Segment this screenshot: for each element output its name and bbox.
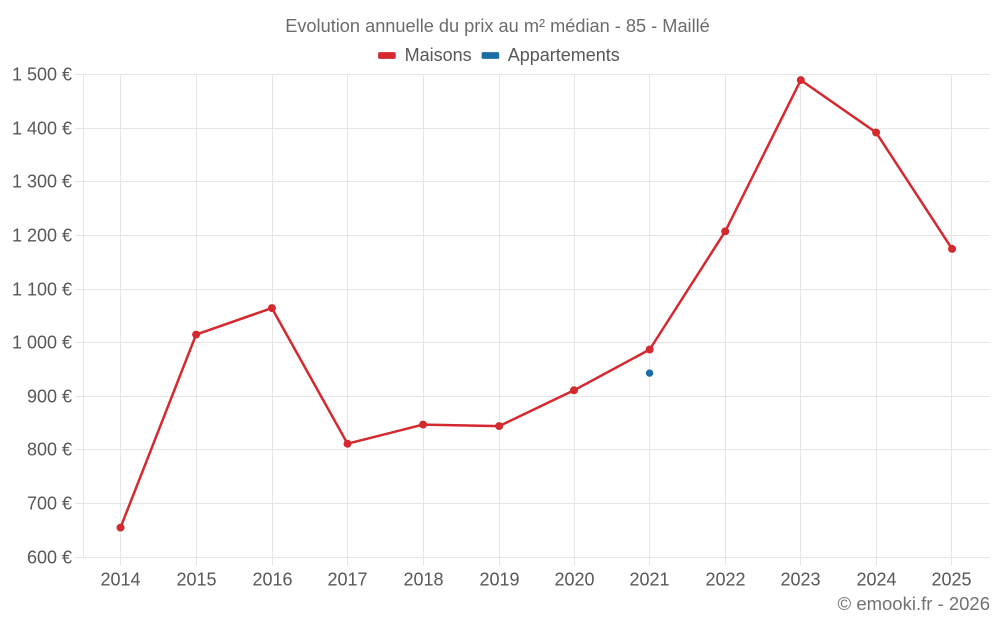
- svg-text:2016: 2016: [252, 570, 292, 590]
- svg-text:2018: 2018: [403, 570, 443, 590]
- svg-text:1 000 €: 1 000 €: [12, 333, 72, 353]
- svg-text:Appartements: Appartements: [508, 45, 620, 65]
- svg-text:2022: 2022: [705, 570, 745, 590]
- svg-text:2025: 2025: [931, 570, 971, 590]
- svg-text:800 €: 800 €: [27, 440, 72, 460]
- svg-text:2023: 2023: [780, 570, 820, 590]
- svg-text:2024: 2024: [856, 570, 896, 590]
- svg-text:2017: 2017: [327, 570, 367, 590]
- svg-text:700 €: 700 €: [27, 494, 72, 514]
- svg-text:© emooki.fr - 2026: © emooki.fr - 2026: [838, 593, 990, 614]
- svg-text:2014: 2014: [100, 570, 140, 590]
- svg-text:1 500 €: 1 500 €: [12, 65, 72, 85]
- svg-text:1 200 €: 1 200 €: [12, 226, 72, 246]
- svg-text:2015: 2015: [176, 570, 216, 590]
- svg-text:Evolution annuelle du prix au: Evolution annuelle du prix au m² médian …: [285, 16, 710, 36]
- svg-text:Maisons: Maisons: [405, 45, 472, 65]
- svg-text:2019: 2019: [479, 570, 519, 590]
- svg-text:1 400 €: 1 400 €: [12, 119, 72, 139]
- svg-text:2020: 2020: [554, 570, 594, 590]
- svg-text:1 300 €: 1 300 €: [12, 172, 72, 192]
- svg-text:900 €: 900 €: [27, 387, 72, 407]
- svg-text:2021: 2021: [629, 570, 669, 590]
- svg-text:600 €: 600 €: [27, 548, 72, 568]
- svg-text:1 100 €: 1 100 €: [12, 280, 72, 300]
